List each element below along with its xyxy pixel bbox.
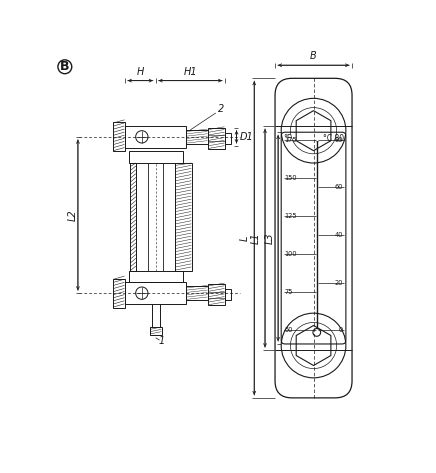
Text: 20: 20 xyxy=(334,280,343,286)
Text: 40: 40 xyxy=(334,232,343,238)
Bar xyxy=(208,128,225,149)
Text: L1: L1 xyxy=(251,232,261,244)
Bar xyxy=(187,130,208,144)
Text: 125: 125 xyxy=(284,213,297,219)
Text: H1: H1 xyxy=(184,67,197,77)
Bar xyxy=(129,271,183,282)
Bar xyxy=(112,279,125,308)
Bar xyxy=(129,151,183,163)
Text: L2: L2 xyxy=(68,209,78,221)
Text: 150: 150 xyxy=(284,175,297,181)
Bar xyxy=(112,122,125,151)
Bar xyxy=(187,286,208,300)
Text: B: B xyxy=(310,51,317,61)
Text: 80: 80 xyxy=(334,137,343,143)
Bar xyxy=(150,327,162,335)
Bar xyxy=(225,133,231,144)
Text: 50: 50 xyxy=(284,327,293,333)
Bar xyxy=(125,126,187,148)
Text: °C 80: °C 80 xyxy=(323,134,344,143)
Text: 2: 2 xyxy=(218,104,224,114)
Bar xyxy=(175,163,192,271)
Bar xyxy=(208,284,225,306)
Text: L: L xyxy=(240,236,250,241)
Text: L3: L3 xyxy=(265,232,275,244)
Text: 60: 60 xyxy=(334,184,343,191)
Text: 175: 175 xyxy=(284,137,297,143)
Bar xyxy=(225,289,231,300)
Text: °F: °F xyxy=(283,134,292,143)
Text: H: H xyxy=(136,67,144,77)
Bar xyxy=(130,163,136,271)
Text: 1: 1 xyxy=(159,336,165,346)
Text: D1: D1 xyxy=(240,132,253,142)
Bar xyxy=(125,282,187,304)
Text: B: B xyxy=(60,60,70,73)
Text: 100: 100 xyxy=(284,251,297,257)
Text: 75: 75 xyxy=(284,289,293,295)
Text: 0: 0 xyxy=(338,327,343,333)
